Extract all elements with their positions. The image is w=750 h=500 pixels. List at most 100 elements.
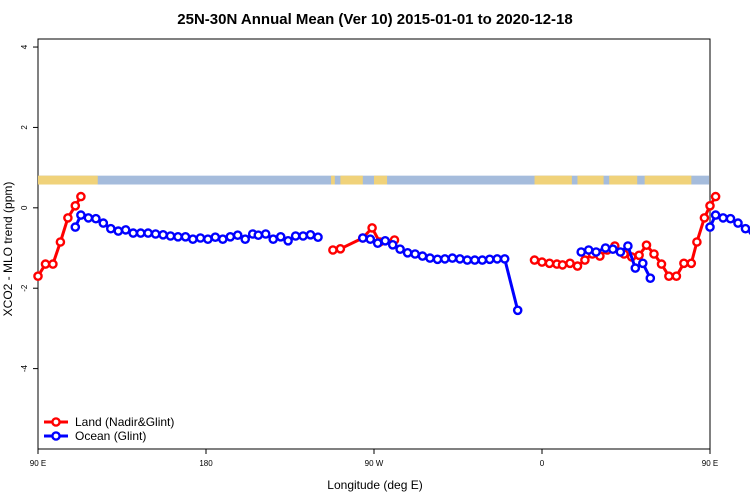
data-point xyxy=(710,210,721,220)
data-point xyxy=(55,237,66,247)
x-axis: 90 E 180 90 W 0 90 E xyxy=(30,449,718,468)
data-point xyxy=(232,230,243,240)
data-point xyxy=(705,200,715,211)
data-point xyxy=(583,245,594,255)
x-tick-label: 90 W xyxy=(365,459,384,468)
data-point xyxy=(402,247,413,258)
x-tick-label: 90 E xyxy=(702,459,718,468)
data-point xyxy=(76,210,86,220)
data-point xyxy=(283,235,293,246)
data-point xyxy=(76,191,86,202)
data-point xyxy=(679,258,689,269)
data-point xyxy=(195,233,206,243)
series-land xyxy=(33,191,721,282)
data-point xyxy=(313,232,323,242)
data-point xyxy=(143,228,153,238)
legend-swatch-marker xyxy=(51,417,61,427)
data-point xyxy=(150,229,161,239)
data-point xyxy=(165,231,176,241)
data-point xyxy=(591,247,601,257)
data-point xyxy=(608,244,618,254)
data-point xyxy=(692,237,702,247)
y-tick-label: 0 xyxy=(20,205,29,210)
data-point xyxy=(725,213,736,224)
data-point xyxy=(305,229,316,240)
legend-item: Ocean (Glint) xyxy=(44,429,146,443)
y-axis-label: XCO2 - MLO trend (ppm) xyxy=(1,182,15,317)
data-point xyxy=(365,234,376,244)
data-point xyxy=(106,223,116,234)
data-point xyxy=(469,255,480,265)
data-point xyxy=(395,244,405,254)
data-point xyxy=(499,254,510,264)
data-point xyxy=(537,257,547,267)
data-point xyxy=(484,254,495,265)
data-point xyxy=(718,213,728,223)
data-point xyxy=(188,234,198,244)
data-point xyxy=(634,250,644,261)
data-point xyxy=(600,243,611,253)
data-point xyxy=(671,271,682,282)
data-point xyxy=(260,229,271,239)
data-point xyxy=(432,254,443,265)
data-point xyxy=(425,253,435,263)
data-point xyxy=(477,255,488,265)
data-point xyxy=(158,229,168,240)
data-point xyxy=(135,228,146,238)
data-point xyxy=(576,247,587,257)
data-point xyxy=(63,213,73,223)
x-tick-label: 90 E xyxy=(30,459,46,468)
data-point xyxy=(268,234,279,244)
data-point xyxy=(240,234,250,244)
land-segment xyxy=(609,175,638,185)
data-point xyxy=(649,249,659,259)
data-point xyxy=(91,213,101,224)
data-point xyxy=(656,259,667,269)
data-point xyxy=(387,239,398,250)
x-axis-label: Longitude (deg E) xyxy=(327,478,422,492)
legend-item: Land (Nadir&Glint) xyxy=(44,415,174,429)
data-point xyxy=(70,200,81,211)
data-point xyxy=(447,253,458,263)
data-point xyxy=(128,228,138,238)
data-point xyxy=(733,218,743,228)
land-segment xyxy=(577,175,604,185)
data-point xyxy=(580,255,590,265)
y-tick-label: 4 xyxy=(20,44,29,49)
data-point xyxy=(417,251,428,261)
series-line xyxy=(362,236,520,311)
data-point xyxy=(253,230,264,240)
data-point xyxy=(173,231,183,242)
land-segment xyxy=(534,175,572,185)
data-point xyxy=(623,241,633,251)
data-point xyxy=(210,232,221,242)
data-point xyxy=(357,233,368,243)
series-ocean xyxy=(70,210,750,316)
land-segment xyxy=(38,175,98,185)
data-point xyxy=(225,231,236,242)
data-point xyxy=(512,305,523,316)
data-point xyxy=(492,254,503,264)
data-point xyxy=(380,235,391,246)
data-point xyxy=(113,226,124,236)
data-point xyxy=(98,218,109,228)
y-axis: 4 2 0 -2 -4 xyxy=(20,44,38,372)
data-point xyxy=(83,213,94,223)
data-point xyxy=(290,231,301,241)
data-point xyxy=(565,258,575,269)
data-point xyxy=(217,234,228,244)
data-point xyxy=(455,254,465,264)
y-tick-label: 2 xyxy=(20,125,29,130)
data-point xyxy=(70,222,81,232)
y-tick-label: -2 xyxy=(20,284,29,292)
data-point xyxy=(710,191,721,202)
data-point xyxy=(120,225,131,235)
legend: Land (Nadir&Glint)Ocean (Glint) xyxy=(44,415,174,443)
data-point xyxy=(372,238,383,248)
data-point xyxy=(335,243,346,254)
data-point xyxy=(33,271,43,282)
legend-label: Ocean (Glint) xyxy=(75,429,146,443)
data-point xyxy=(686,258,697,269)
data-point xyxy=(203,234,213,244)
data-point xyxy=(630,263,641,273)
